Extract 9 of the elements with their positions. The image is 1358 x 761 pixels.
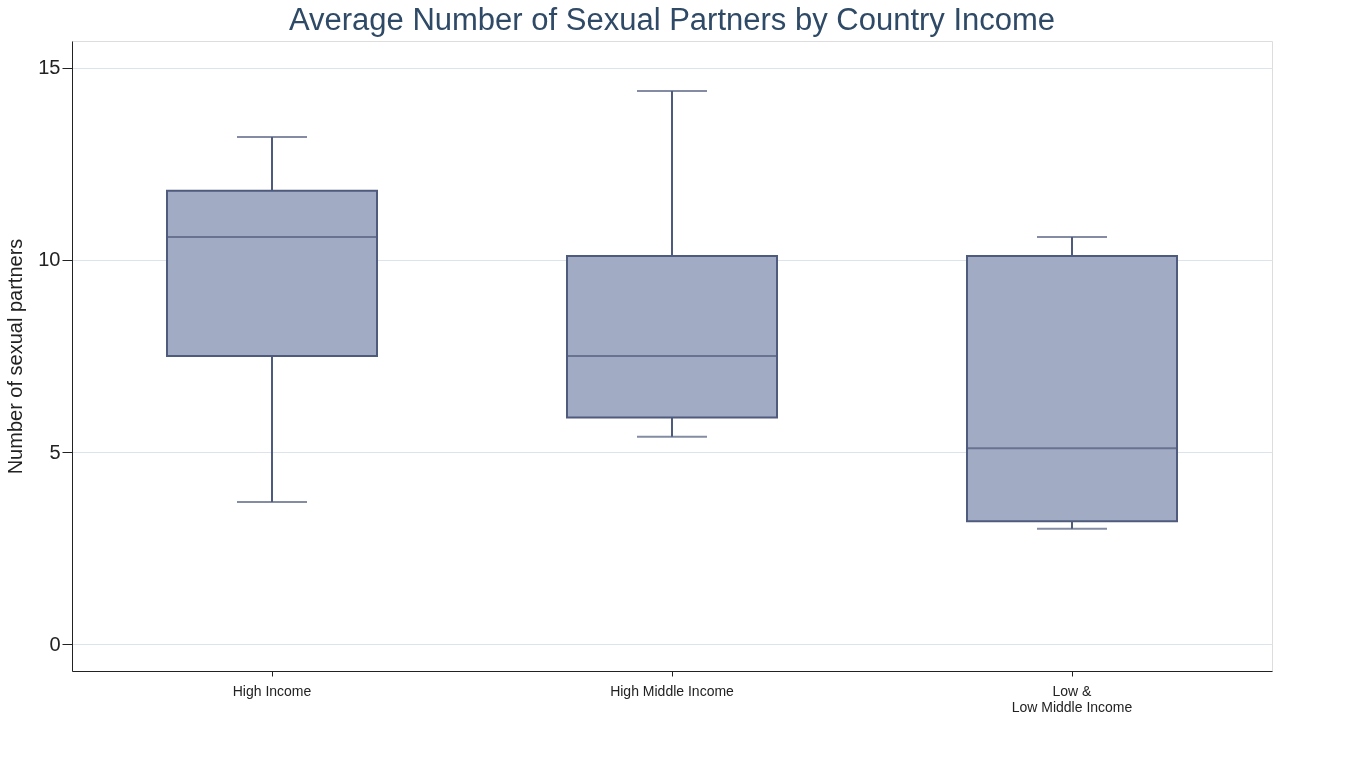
y-tick-label: 0: [49, 632, 61, 655]
chart-title: Average Number of Sexual Partners by Country Income: [288, 2, 1056, 37]
y-tick-label: 5: [49, 440, 61, 463]
x-tick-label: High Income: [232, 682, 312, 699]
y-axis-title: Number of sexual partners: [4, 238, 27, 475]
y-tick-label: 15: [38, 56, 61, 79]
x-tick-label: Low & Low Middle Income: [1011, 682, 1133, 715]
x-tick-label: High Middle Income: [610, 682, 735, 699]
y-tick-label: 10: [38, 248, 61, 271]
